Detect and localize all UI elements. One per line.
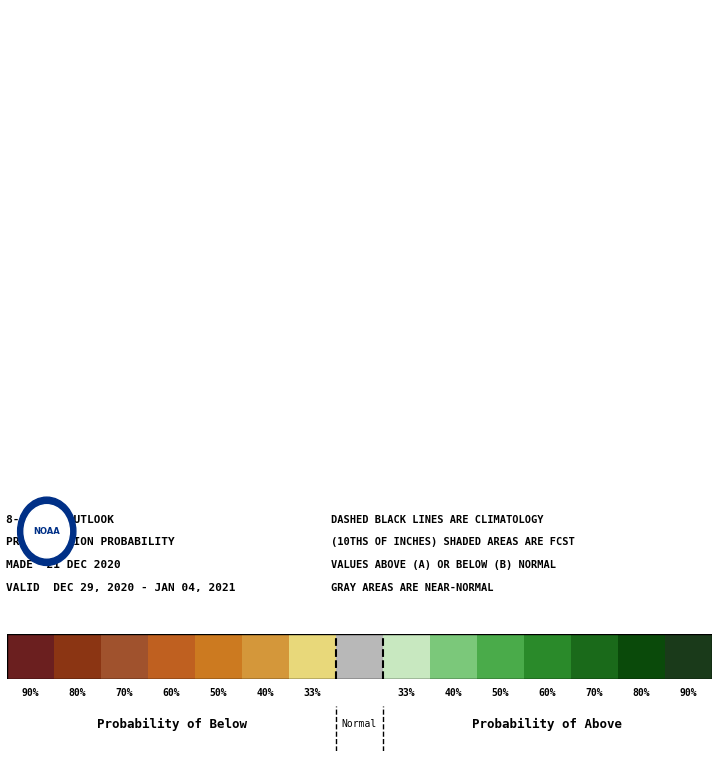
Text: 40%: 40% — [257, 688, 275, 698]
Bar — [101, 634, 148, 679]
Circle shape — [24, 505, 70, 558]
Text: NOAA: NOAA — [33, 527, 60, 536]
Text: 8-14 DAY OUTLOOK: 8-14 DAY OUTLOOK — [6, 515, 114, 524]
Text: MADE  21 DEC 2020: MADE 21 DEC 2020 — [6, 560, 122, 570]
Text: Probability of Below: Probability of Below — [96, 717, 247, 731]
Text: Probability of Above: Probability of Above — [472, 717, 623, 731]
Text: 60%: 60% — [539, 688, 557, 698]
Bar — [477, 634, 524, 679]
Text: DASHED BLACK LINES ARE CLIMATOLOGY: DASHED BLACK LINES ARE CLIMATOLOGY — [331, 515, 544, 524]
Text: VALID  DEC 29, 2020 - JAN 04, 2021: VALID DEC 29, 2020 - JAN 04, 2021 — [6, 583, 236, 593]
Bar — [618, 634, 665, 679]
Text: 80%: 80% — [69, 688, 86, 698]
Text: 70%: 70% — [585, 688, 603, 698]
Bar — [242, 634, 289, 679]
Circle shape — [17, 497, 76, 565]
Bar — [148, 634, 195, 679]
Text: 60%: 60% — [162, 688, 180, 698]
Bar — [289, 634, 336, 679]
Bar — [430, 634, 477, 679]
Bar — [665, 634, 712, 679]
Bar — [336, 634, 383, 679]
Text: 33%: 33% — [303, 688, 321, 698]
Text: 90%: 90% — [679, 688, 697, 698]
Bar — [383, 634, 430, 679]
Text: 50%: 50% — [210, 688, 227, 698]
Text: 80%: 80% — [633, 688, 650, 698]
Bar — [54, 634, 101, 679]
Text: GRAY AREAS ARE NEAR-NORMAL: GRAY AREAS ARE NEAR-NORMAL — [331, 583, 494, 593]
Bar — [7, 634, 54, 679]
Text: PRECIPITATION PROBABILITY: PRECIPITATION PROBABILITY — [6, 537, 175, 547]
Text: (10THS OF INCHES) SHADED AREAS ARE FCST: (10THS OF INCHES) SHADED AREAS ARE FCST — [331, 537, 575, 547]
Text: 40%: 40% — [444, 688, 462, 698]
Text: 33%: 33% — [398, 688, 416, 698]
Bar — [195, 634, 242, 679]
Text: 70%: 70% — [116, 688, 134, 698]
Text: Normal: Normal — [342, 719, 377, 729]
Text: 50%: 50% — [492, 688, 509, 698]
Text: VALUES ABOVE (A) OR BELOW (B) NORMAL: VALUES ABOVE (A) OR BELOW (B) NORMAL — [331, 560, 557, 570]
Bar — [524, 634, 571, 679]
Text: 90%: 90% — [22, 688, 40, 698]
Bar — [571, 634, 618, 679]
